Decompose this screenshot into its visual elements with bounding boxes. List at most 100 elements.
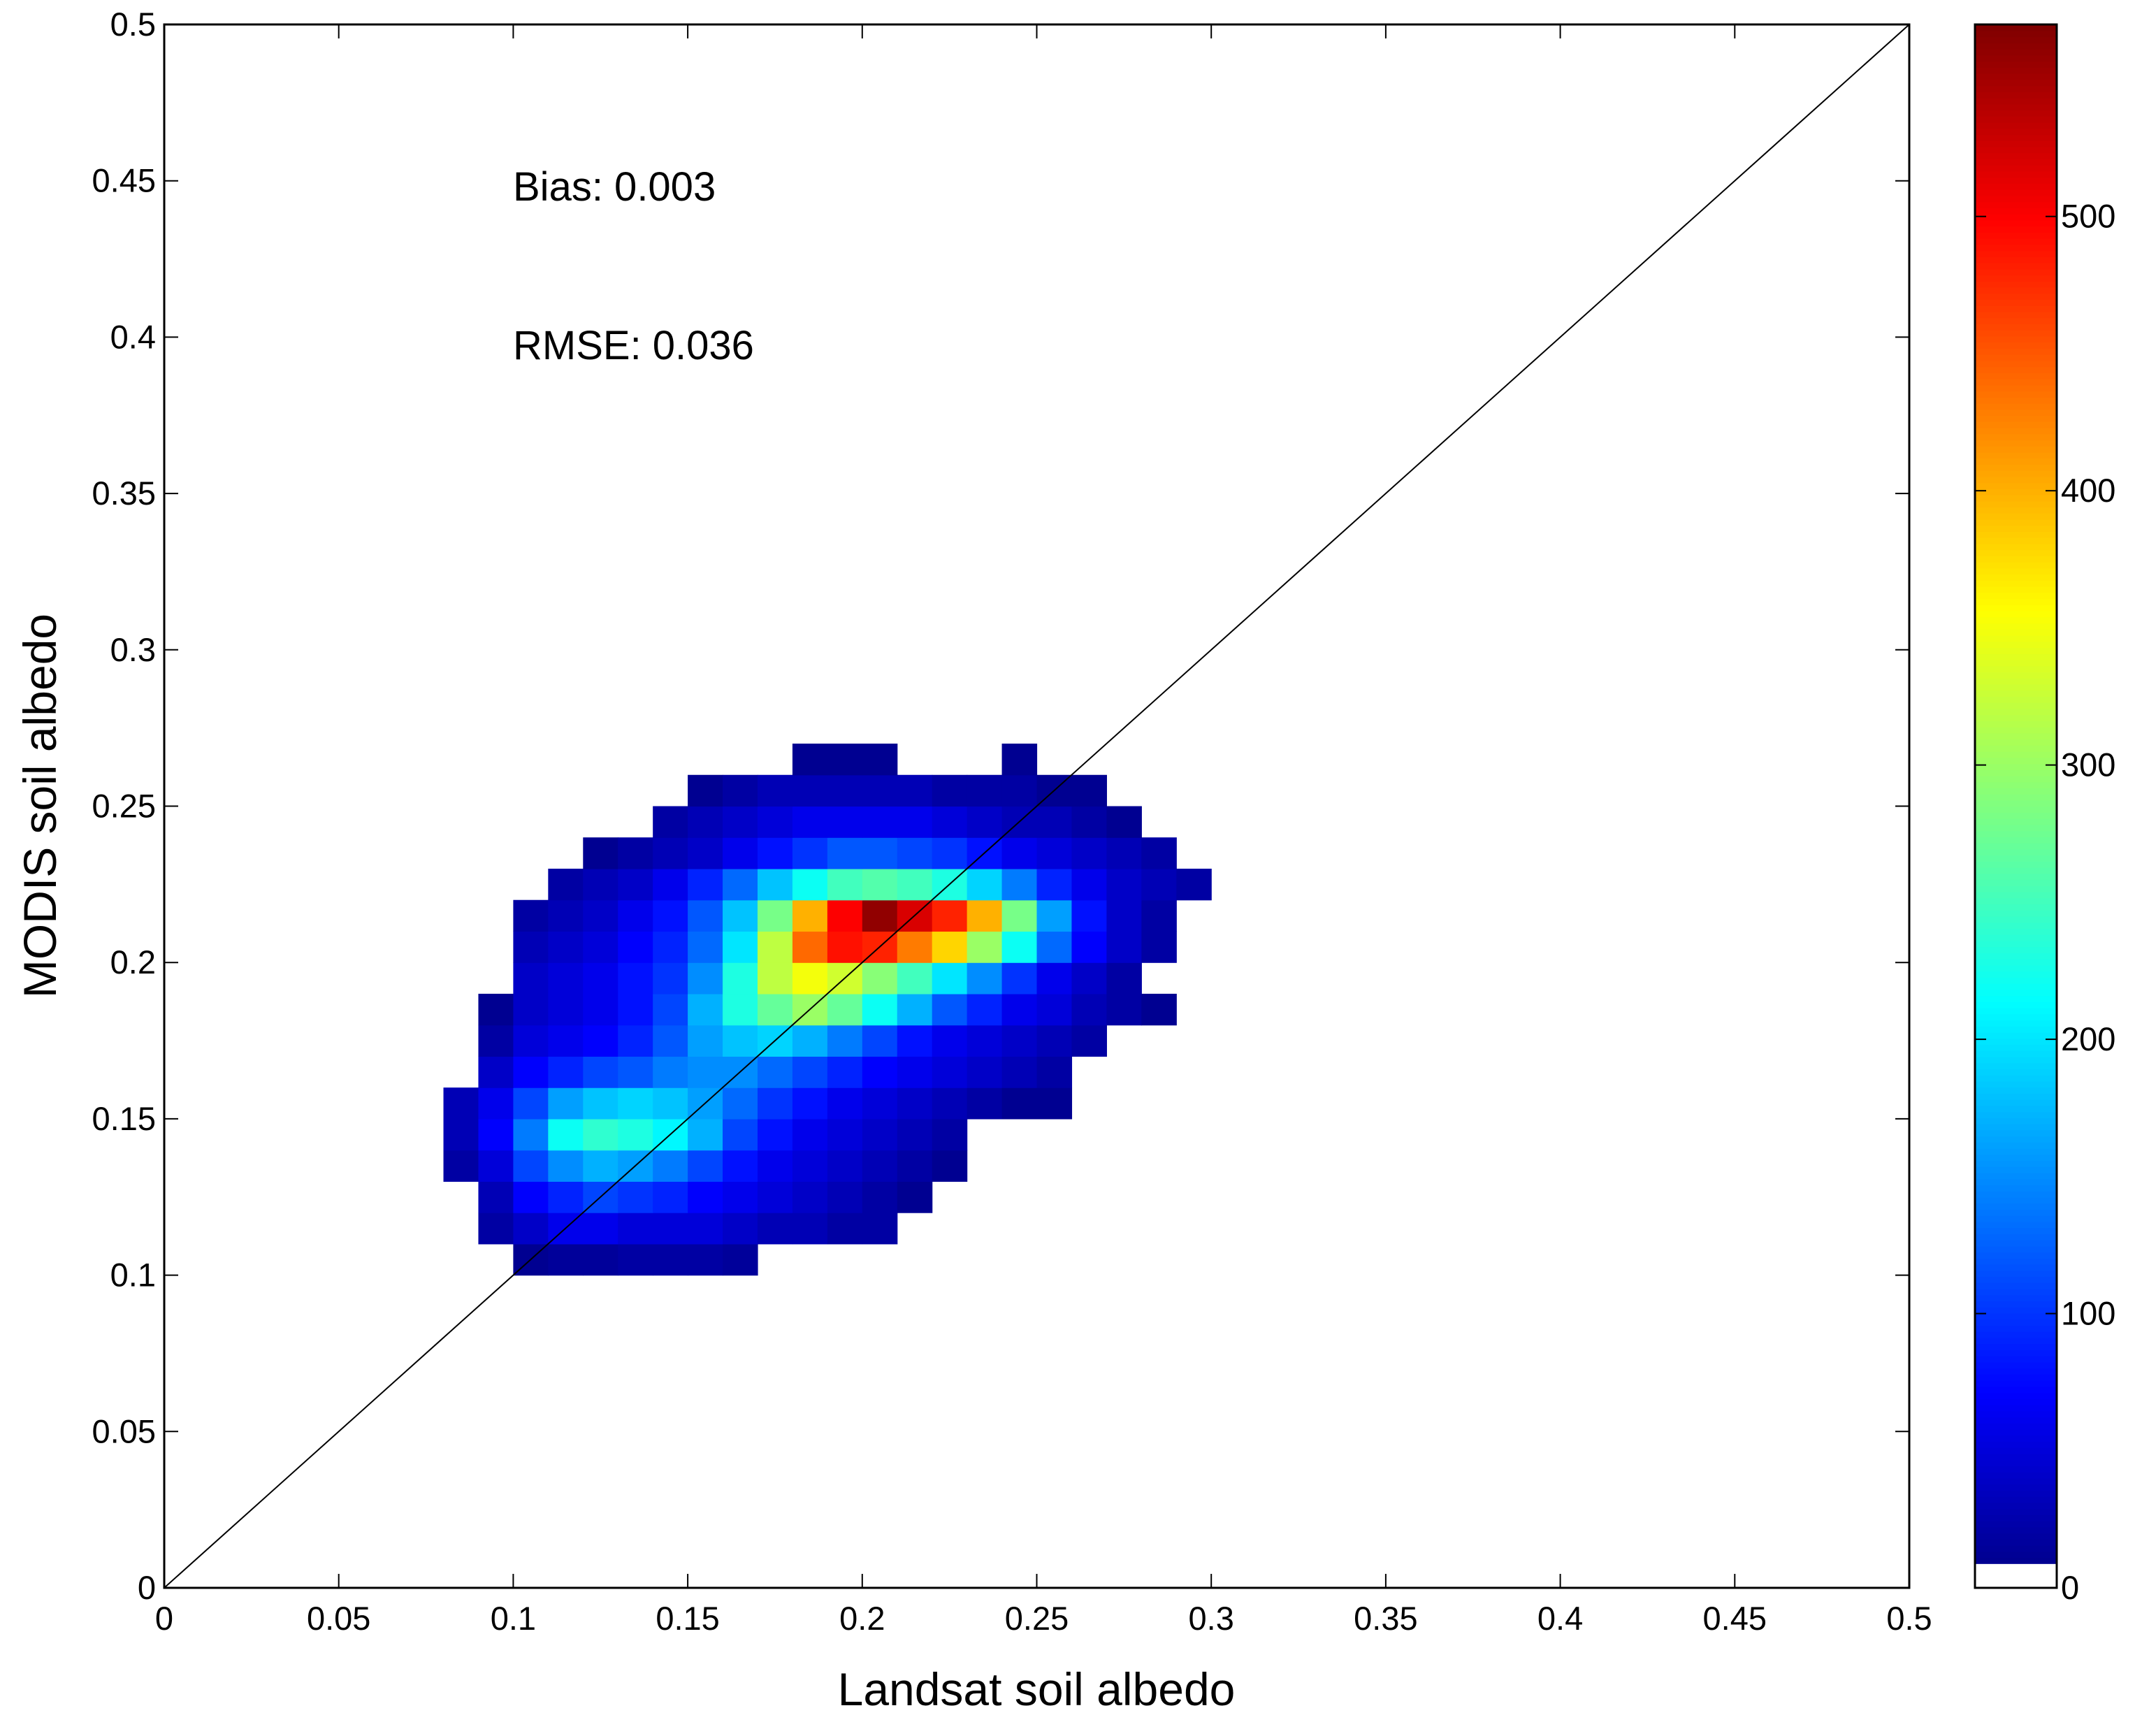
heat-cell	[862, 744, 898, 776]
heat-cell	[723, 1087, 758, 1120]
heat-cell	[932, 1087, 968, 1120]
colorbar-swatch	[1975, 629, 2057, 636]
colorbar-swatch	[1975, 1355, 2057, 1363]
colorbar-swatch	[1975, 1502, 2057, 1510]
colorbar-swatch	[1975, 1410, 2057, 1418]
colorbar-swatch	[1975, 788, 2057, 795]
heat-cell	[1106, 993, 1142, 1026]
colorbar-swatch	[1975, 360, 2057, 368]
heat-cell	[1001, 1087, 1038, 1120]
colorbar-tick-label: 300	[2061, 746, 2115, 783]
heat-cell	[688, 837, 723, 869]
heat-cell	[792, 1118, 828, 1151]
colorbar-swatch	[1975, 1038, 2057, 1046]
colorbar-swatch	[1975, 213, 2057, 221]
heat-cell	[618, 1087, 653, 1120]
colorbar-swatch	[1975, 1013, 2057, 1021]
colorbar-swatch	[1975, 794, 2057, 801]
colorbar-swatch	[1975, 1325, 2057, 1332]
heat-cell	[792, 1181, 828, 1213]
heat-cell	[513, 899, 549, 932]
colorbar-swatch	[1975, 964, 2057, 972]
colorbar-swatch	[1975, 672, 2057, 679]
heat-cell	[1071, 837, 1107, 869]
y-tick-label: 0.35	[92, 475, 156, 512]
heat-cell	[967, 806, 1003, 838]
colorbar-tick-label: 500	[2061, 198, 2115, 235]
heat-cell	[688, 993, 723, 1026]
heat-cell	[723, 1025, 758, 1057]
colorbar-swatch	[1975, 1221, 2057, 1229]
colorbar-swatch	[1975, 464, 2057, 471]
heat-cell	[862, 899, 898, 932]
colorbar-swatch	[1975, 378, 2057, 386]
colorbar-swatch	[1975, 1459, 2057, 1467]
heat-cell	[862, 1181, 898, 1213]
colorbar-swatch	[1975, 873, 2057, 881]
heat-cell	[1001, 837, 1038, 869]
colorbar-swatch	[1975, 366, 2057, 373]
colorbar-swatch	[1975, 329, 2057, 337]
heat-cell	[723, 774, 758, 807]
heat-cell	[862, 1150, 898, 1182]
heat-cell	[932, 1150, 968, 1182]
colorbar-swatch	[1975, 1166, 2057, 1173]
colorbar-swatch	[1975, 1319, 2057, 1326]
heat-cell	[827, 1087, 863, 1120]
heat-cell	[583, 931, 618, 963]
colorbar-swatch	[1975, 1484, 2057, 1491]
colorbar-swatch	[1975, 1398, 2057, 1405]
heat-cell	[478, 1213, 514, 1245]
colorbar-swatch	[1975, 543, 2057, 551]
heat-cell	[583, 1243, 618, 1276]
heat-cell	[1036, 931, 1073, 963]
heat-cell	[1071, 868, 1107, 901]
colorbar-swatch	[1975, 183, 2057, 190]
colorbar-swatch	[1975, 116, 2057, 123]
colorbar-swatch	[1975, 1154, 2057, 1162]
heat-cell	[688, 962, 723, 994]
colorbar-swatch	[1975, 24, 2057, 31]
colorbar-swatch	[1975, 1032, 2057, 1039]
heat-cell	[967, 868, 1003, 901]
heat-cell	[618, 837, 653, 869]
annotation: Bias: 0.003	[513, 164, 716, 210]
heat-cell	[583, 1150, 618, 1182]
colorbar-swatch	[1975, 317, 2057, 324]
heat-cell	[1071, 931, 1107, 963]
heat-cell	[688, 806, 723, 838]
colorbar-swatch	[1975, 445, 2057, 453]
heat-cell	[1106, 868, 1142, 901]
heat-cell	[723, 1243, 758, 1276]
colorbar-swatch	[1975, 1533, 2057, 1540]
colorbar-swatch	[1975, 1087, 2057, 1094]
colorbar-swatch	[1975, 1245, 2057, 1253]
colorbar-swatch	[1975, 470, 2057, 477]
colorbar-swatch	[1975, 128, 2057, 136]
heat-cell	[653, 1181, 688, 1213]
heat-cell	[967, 774, 1003, 807]
colorbar-swatch	[1975, 275, 2057, 282]
heat-cell	[1001, 774, 1038, 807]
colorbar-swatch	[1975, 818, 2057, 825]
heat-cell	[897, 1181, 933, 1213]
colorbar-swatch	[1975, 732, 2057, 740]
colorbar-swatch	[1975, 262, 2057, 270]
heat-cell	[932, 899, 968, 932]
x-tick-label: 0.5	[1886, 1600, 1932, 1637]
heat-cell	[548, 1087, 584, 1120]
colorbar-swatch	[1975, 1392, 2057, 1399]
colorbar-swatch	[1975, 1264, 2057, 1271]
colorbar-swatch	[1975, 556, 2057, 563]
heat-cell	[967, 1056, 1003, 1088]
colorbar-frame	[1974, 23, 2058, 1589]
heat-cell	[618, 931, 653, 963]
heat-cell	[1036, 806, 1073, 838]
colorbar-swatch	[1975, 36, 2057, 44]
heat-cell	[653, 993, 688, 1026]
colorbar-swatch	[1975, 1428, 2057, 1436]
heat-cell	[862, 1056, 898, 1088]
heat-cell	[897, 1056, 933, 1088]
colorbar-swatch	[1975, 92, 2057, 99]
heat-cell	[1106, 837, 1142, 869]
